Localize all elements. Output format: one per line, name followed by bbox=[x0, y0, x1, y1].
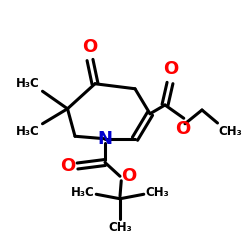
Text: N: N bbox=[98, 130, 112, 148]
Text: H₃C: H₃C bbox=[16, 125, 40, 138]
Text: H₃C: H₃C bbox=[16, 77, 40, 90]
Text: O: O bbox=[82, 38, 98, 56]
Text: CH₃: CH₃ bbox=[146, 186, 170, 200]
Text: CH₃: CH₃ bbox=[219, 125, 242, 138]
Text: O: O bbox=[121, 167, 136, 185]
Text: O: O bbox=[60, 157, 75, 175]
Text: O: O bbox=[176, 120, 191, 138]
Text: O: O bbox=[164, 60, 179, 78]
Text: CH₃: CH₃ bbox=[108, 221, 132, 234]
Text: H₃C: H₃C bbox=[70, 186, 94, 200]
